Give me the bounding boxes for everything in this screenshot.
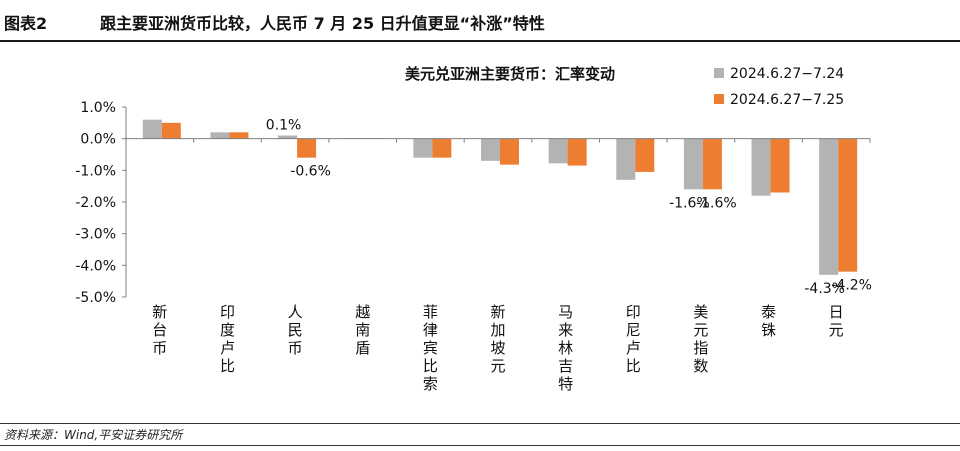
legend-label-series-2: 2024.6.27−7.25 xyxy=(730,92,844,108)
bar-1-6 xyxy=(548,138,568,164)
bar-1-8 xyxy=(683,138,703,190)
footer-rule-top xyxy=(0,423,960,424)
category-label: 新台币 xyxy=(152,303,167,357)
category-label: 美元指数 xyxy=(693,303,708,375)
data-label: -1.6% xyxy=(696,195,737,211)
legend-label-series-1: 2024.6.27−7.24 xyxy=(730,66,844,82)
bar-1-10 xyxy=(819,138,839,275)
bar-2-1 xyxy=(229,132,249,139)
figure-title: 跟主要亚洲货币比较，人民币 7 月 25 日升值更显“补涨”特性 xyxy=(100,14,545,33)
bar-2-8 xyxy=(702,138,722,190)
y-tick-label: -5.0% xyxy=(75,290,116,306)
category-label: 菲律宾比索 xyxy=(423,303,438,393)
figure-header: 图表2 跟主要亚洲货币比较，人民币 7 月 25 日升值更显“补涨”特性 xyxy=(0,0,960,40)
bar-2-5 xyxy=(500,138,519,165)
y-tick-label: 0.0% xyxy=(80,132,116,148)
bar-2-10 xyxy=(838,138,858,272)
bar-1-9 xyxy=(751,138,771,196)
y-tick-label: -4.0% xyxy=(75,258,116,274)
category-label: 越南盾 xyxy=(355,303,370,357)
y-tick-label: 1.0% xyxy=(80,100,116,116)
category-label: 新加坡元 xyxy=(490,303,505,375)
header-rule xyxy=(0,40,960,42)
source-note: 资料来源：Wind,平安证券研究所 xyxy=(4,428,183,442)
y-tick-label: -2.0% xyxy=(75,195,116,211)
bar-1-0 xyxy=(142,119,162,139)
legend-swatch-series-1 xyxy=(714,68,724,78)
data-label: -1.6% xyxy=(669,195,710,211)
category-label: 印度卢比 xyxy=(220,303,235,375)
category-label: 日元 xyxy=(829,303,844,339)
category-label: 泰铢 xyxy=(761,303,776,339)
plot-area: 1.0% 0.0% -1.0% -2.0% -3.0% -4.0% -5.0% 新台币 印度卢比… xyxy=(75,100,872,393)
footer-rule-bottom xyxy=(0,445,960,446)
figure-number: 图表2 xyxy=(4,14,48,33)
category-label: 印尼卢比 xyxy=(626,303,641,375)
y-tick-label: -3.0% xyxy=(75,227,116,243)
legend-swatch-series-2 xyxy=(714,94,724,104)
data-label: 0.1% xyxy=(266,118,302,134)
bar-2-4 xyxy=(432,138,452,158)
bar-2-0 xyxy=(161,122,181,139)
bar-1-2 xyxy=(278,135,298,139)
bar-1-5 xyxy=(481,138,500,161)
chart-title: 美元兑亚洲主要货币：汇率变动 xyxy=(405,65,615,83)
bar-1-4 xyxy=(413,138,433,158)
chart-legend: 2024.6.27−7.24 2024.6.27−7.25 xyxy=(714,66,844,108)
category-label: 马来林吉特 xyxy=(558,303,573,393)
bar-2-7 xyxy=(635,138,655,172)
bar-chart: 美元兑亚洲主要货币：汇率变动 2024.6.27−7.24 2024.6.27−… xyxy=(75,65,872,393)
bar-2-2 xyxy=(297,138,317,158)
bar-2-6 xyxy=(567,138,587,166)
bar-1-7 xyxy=(616,138,636,180)
y-tick-label: -1.0% xyxy=(75,163,116,179)
data-label: -4.2% xyxy=(831,278,872,294)
data-label: -4.3% xyxy=(804,281,845,297)
bar-1-1 xyxy=(210,132,230,139)
category-label: 人民币 xyxy=(288,303,303,357)
bar-2-9 xyxy=(770,138,790,193)
data-label: -0.6% xyxy=(290,164,331,180)
